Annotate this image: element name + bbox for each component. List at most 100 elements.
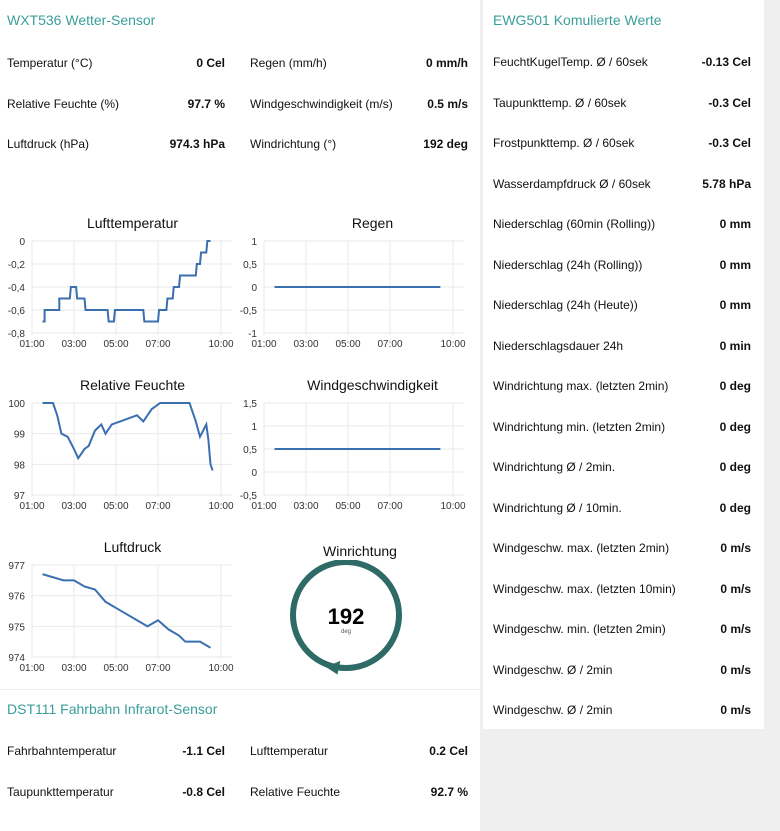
ewg-value: 0 deg <box>719 419 751 434</box>
chart-title: Windgeschwindigkeit <box>307 377 438 393</box>
y-tick-label: 975 <box>8 622 25 633</box>
field-value: -0.8 Cel <box>182 784 225 799</box>
y-tick-label: -0,6 <box>8 306 26 317</box>
y-tick-label: 0 <box>19 237 25 248</box>
x-tick-label: 03:00 <box>293 501 318 512</box>
x-tick-label: 05:00 <box>103 501 128 512</box>
y-tick-label: 97 <box>14 491 26 502</box>
y-tick-label: 100 <box>8 399 25 410</box>
dst-title: DST111 Fahrbahn Infrarot-Sensor <box>7 701 218 717</box>
field-value: 0 mm/h <box>425 56 468 70</box>
y-tick-label: 977 <box>8 561 25 572</box>
ewg-value: 0 m/s <box>720 622 751 636</box>
y-tick-label: 99 <box>14 430 26 441</box>
x-tick-label: 05:00 <box>103 339 128 350</box>
x-tick-label: 07:00 <box>377 501 402 512</box>
y-tick-label: 0 <box>251 468 257 479</box>
ewg-value: 0 deg <box>719 379 751 393</box>
ewg-value: 0 m/s <box>720 541 751 555</box>
y-tick-label: 98 <box>14 460 26 471</box>
x-tick-label: 01:00 <box>19 339 44 350</box>
line-chart: 0 -0,2 -0,4 -0,6 -0,801:00 03:00 05:00 07:00 10:… <box>8 237 234 350</box>
y-tick-label: 1 <box>251 422 257 433</box>
field-value: 974.3 hPa <box>169 137 225 151</box>
series-line <box>42 402 214 471</box>
chart-title: Lufttemperatur <box>86 215 179 231</box>
y-tick-label: 976 <box>8 592 25 603</box>
y-tick-label: 0,5 <box>243 445 257 456</box>
x-tick-label: 07:00 <box>145 339 170 350</box>
field-value: 0.5 m/s <box>427 96 468 111</box>
field-label: Temperatur (°C) <box>7 56 93 70</box>
ewg-label: Windrichtung Ø / 10min. <box>493 500 622 515</box>
ewg-value: 0 m/s <box>720 662 751 677</box>
direction-arrow-icon <box>325 660 341 675</box>
x-tick-label: 01:00 <box>251 501 276 512</box>
line-chart: 1,5 1 0,5 0 -0,501:00 03:00 05:00 07:00 10:00 <box>240 399 466 512</box>
y-tick-label: 0,5 <box>243 260 257 271</box>
x-tick-label: 03:00 <box>61 501 86 512</box>
ewg-label: Windgeschw. max. (letzten 2min) <box>493 541 670 555</box>
ewg-value: 0 mm <box>719 298 751 312</box>
y-tick-label: -0,8 <box>8 329 26 340</box>
ewg-value: 5.78 hPa <box>702 176 751 191</box>
line-chart: 1 0,5 0 -0,5 -101:00 03:00 05:00 07:00 10:00 <box>240 237 466 350</box>
x-tick-label: 10:00 <box>208 663 233 674</box>
x-tick-label: 10:00 <box>440 339 465 350</box>
x-tick-label: 05:00 <box>335 501 360 512</box>
ewg-value: 0 deg <box>719 460 751 474</box>
field-label: Lufttemperatur <box>250 744 329 758</box>
gauge-value: 192 <box>328 604 365 629</box>
y-tick-label: -0,2 <box>8 260 26 271</box>
x-tick-label: 01:00 <box>251 339 276 350</box>
ewg-label: Wasserdampfdruck Ø / 60sek <box>493 176 651 191</box>
field-label: Windrichtung (°) <box>250 137 337 151</box>
x-tick-label: 05:00 <box>335 339 360 350</box>
ewg-label: Niederschlag (24h (Heute)) <box>493 298 638 312</box>
gauge-title: Winrichtung <box>323 543 397 559</box>
field-value: 0.2 Cel <box>429 744 468 758</box>
series-line <box>42 573 212 649</box>
x-tick-label: 01:00 <box>19 501 44 512</box>
ewg-label: Windgeschw. max. (letzten 10min) <box>493 581 676 596</box>
x-tick-label: 01:00 <box>19 663 44 674</box>
x-tick-label: 03:00 <box>293 339 318 350</box>
y-tick-label: 1,5 <box>243 399 257 410</box>
x-tick-label: 05:00 <box>103 663 128 674</box>
ewg-value: 0 m/s <box>720 581 751 596</box>
field-value: 0 Cel <box>196 56 225 70</box>
field-label: Taupunkttemperatur <box>7 784 114 799</box>
ewg-value: 0 min <box>719 338 751 353</box>
ewg-label: Niederschlag (24h (Rolling)) <box>493 257 643 272</box>
x-tick-label: 03:00 <box>61 663 86 674</box>
chart-title: Luftdruck <box>103 539 162 555</box>
ewg-label: Frostpunkttemp. Ø / 60sek <box>493 136 635 150</box>
y-tick-label: 0 <box>251 283 257 294</box>
field-label: Windgeschwindigkeit (m/s) <box>250 96 393 111</box>
x-tick-label: 07:00 <box>145 663 170 674</box>
y-tick-label: 974 <box>8 653 25 664</box>
gauge-ring <box>290 560 402 671</box>
x-tick-label: 10:00 <box>208 339 233 350</box>
left-panel: WXT536 Wetter-Sensor Temperatur (°C) 0 Ce… <box>0 0 480 831</box>
field-label: Fahrbahntemperatur <box>7 744 117 758</box>
ewg-value: -0.3 Cel <box>708 136 751 150</box>
x-tick-label: 10:00 <box>440 501 465 512</box>
field-value: 192 deg <box>423 137 468 151</box>
ewg-label: FeuchtKugelTemp. Ø / 60sek <box>493 55 648 69</box>
ewg-value: 0 mm <box>719 217 751 231</box>
right-panel: EWG501 Komulierte Werte FeuchtKugelTemp.… <box>483 0 764 729</box>
y-tick-label: 1 <box>251 237 257 248</box>
ewg-label: Windgeschw. min. (letzten 2min) <box>493 622 666 636</box>
series-line <box>42 240 211 323</box>
field-label: Luftdruck (hPa) <box>7 137 90 151</box>
ewg-value: 0 mm <box>719 257 751 272</box>
ewg-label: Windgeschw. Ø / 2min <box>493 703 613 717</box>
ewg-label: Taupunkttemp. Ø / 60sek <box>493 95 627 110</box>
x-tick-label: 07:00 <box>377 339 402 350</box>
ewg-label: Windrichtung min. (letzten 2min) <box>493 419 666 434</box>
y-tick-label: -0,5 <box>240 491 257 502</box>
x-tick-label: 07:00 <box>145 501 170 512</box>
